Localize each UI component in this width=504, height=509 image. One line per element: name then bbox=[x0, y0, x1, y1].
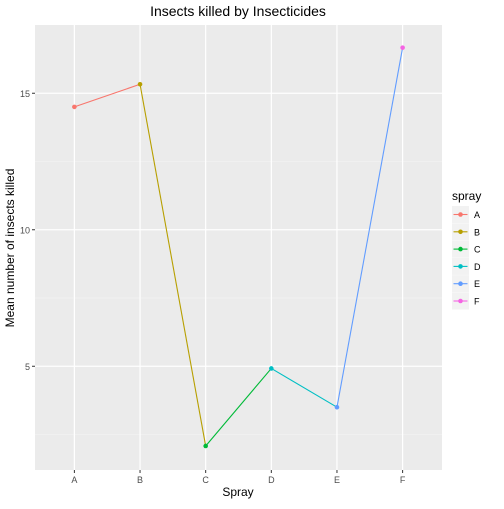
legend-entry-label: D bbox=[474, 262, 481, 272]
x-tick-label: F bbox=[400, 475, 406, 485]
minor-grid bbox=[35, 161, 442, 435]
legend-title: spray bbox=[452, 189, 481, 203]
series-lines bbox=[74, 47, 404, 447]
chart-title: Insects killed by Insecticides bbox=[150, 3, 326, 19]
data-point bbox=[400, 45, 405, 50]
x-tick-label: A bbox=[71, 475, 77, 485]
y-tick-label: 15 bbox=[20, 89, 30, 99]
legend-entry-label: B bbox=[474, 227, 480, 237]
series-segment bbox=[336, 47, 404, 408]
x-tick-label: E bbox=[334, 475, 340, 485]
data-point bbox=[72, 104, 77, 110]
y-tick-label: 10 bbox=[20, 225, 30, 235]
x-tick-label: C bbox=[202, 475, 209, 485]
legend-entry-label: A bbox=[474, 210, 480, 220]
legend-key-point bbox=[458, 298, 463, 304]
plot-panel bbox=[35, 25, 442, 470]
data-point bbox=[334, 404, 340, 410]
data-point bbox=[203, 443, 208, 449]
legend-key-point bbox=[458, 212, 463, 217]
x-axis-label: Spray bbox=[222, 485, 253, 499]
legend-entry-label: F bbox=[474, 297, 480, 307]
y-axis-label: Mean number of insects killed bbox=[3, 169, 17, 328]
series-segment bbox=[74, 83, 141, 108]
legend-entry-label: C bbox=[474, 245, 481, 255]
series-points bbox=[72, 45, 405, 449]
legend-entry-label: E bbox=[474, 279, 480, 289]
legend-key-point bbox=[458, 264, 463, 269]
legend-key-point bbox=[458, 246, 463, 252]
data-point bbox=[269, 366, 274, 371]
data-point bbox=[137, 81, 143, 87]
legend-key-point bbox=[458, 229, 463, 235]
y-axis: 5 10 15 bbox=[20, 89, 35, 372]
series-segment bbox=[205, 368, 272, 447]
x-tick-label: D bbox=[268, 475, 275, 485]
series-segment bbox=[139, 84, 207, 447]
x-axis: A B C D E F bbox=[71, 470, 406, 485]
major-grid bbox=[35, 25, 442, 470]
x-tick-label: B bbox=[137, 475, 143, 485]
series-segment bbox=[271, 367, 338, 408]
y-tick-label: 5 bbox=[25, 362, 30, 372]
legend-key-point bbox=[458, 281, 463, 287]
